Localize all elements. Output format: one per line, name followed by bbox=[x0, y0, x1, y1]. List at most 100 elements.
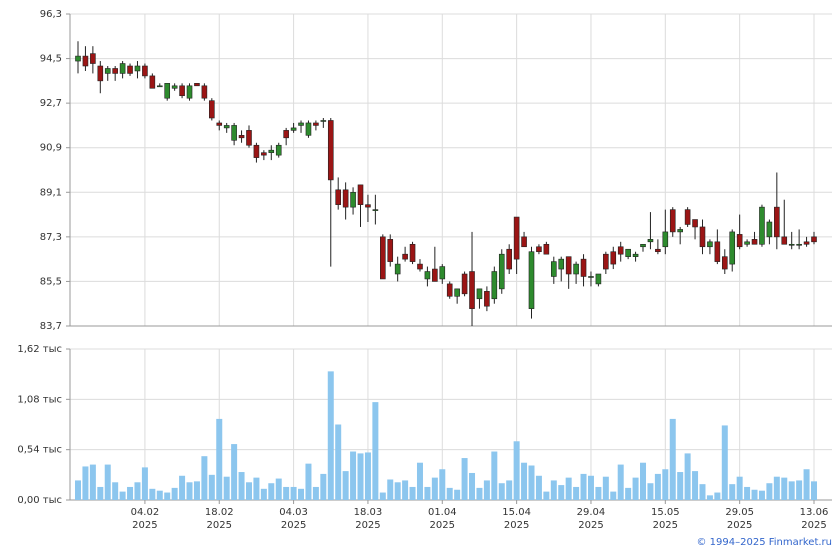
candle-body bbox=[476, 288, 483, 300]
candle-body bbox=[640, 243, 646, 248]
volume-bar bbox=[335, 424, 342, 500]
candle-body bbox=[75, 55, 81, 62]
volume-bar bbox=[127, 486, 134, 500]
x-tick-label: 18.02 2025 bbox=[205, 507, 234, 531]
x-tick-label: 13.06 2025 bbox=[800, 507, 829, 531]
candle-body bbox=[186, 85, 193, 99]
candle-body bbox=[231, 125, 237, 141]
candle-body bbox=[216, 122, 223, 126]
volume-bar bbox=[521, 462, 528, 500]
candle-body bbox=[238, 135, 245, 139]
candle-body bbox=[513, 216, 520, 260]
volume-bar bbox=[587, 475, 594, 500]
candle-body bbox=[432, 268, 438, 282]
volume-bar bbox=[565, 477, 572, 500]
y-tick-label: 1,62 тыс bbox=[17, 344, 62, 355]
source: © 1994–2025 Finmarket.ru bbox=[696, 537, 832, 548]
volume-bar bbox=[75, 480, 81, 500]
volume-bar bbox=[506, 480, 513, 500]
volume-bar bbox=[677, 472, 684, 500]
volume-bar bbox=[82, 466, 89, 500]
volume-bar bbox=[773, 476, 780, 500]
volume-bar bbox=[439, 469, 446, 500]
volume-bar bbox=[483, 480, 490, 500]
volume-bar bbox=[275, 478, 282, 500]
candle-body bbox=[684, 209, 691, 225]
volume-bar bbox=[811, 481, 817, 500]
y-tick-label: 85,5 bbox=[40, 276, 62, 287]
volume-bar bbox=[469, 472, 476, 500]
candle-body bbox=[536, 246, 542, 253]
volume-bar bbox=[387, 479, 394, 500]
volume-bar bbox=[714, 492, 721, 500]
volume-bar bbox=[617, 464, 624, 500]
volume-bar bbox=[416, 462, 423, 500]
volume-bar bbox=[461, 458, 468, 500]
volume-bar bbox=[409, 486, 416, 500]
candle-body bbox=[595, 273, 602, 285]
candle-body bbox=[550, 261, 557, 277]
volume-bar bbox=[662, 469, 669, 500]
volume-bar bbox=[201, 456, 208, 500]
volume-bar bbox=[602, 476, 609, 500]
volume-bar bbox=[372, 402, 379, 500]
volume-bar bbox=[744, 486, 751, 500]
candle-body bbox=[142, 65, 148, 77]
candle-body bbox=[268, 149, 275, 153]
candle-body bbox=[82, 55, 89, 67]
volume-bar bbox=[357, 453, 364, 500]
candle-body bbox=[149, 75, 156, 89]
volume-bar bbox=[699, 484, 706, 500]
candle-body bbox=[811, 236, 817, 243]
candle-body bbox=[543, 243, 550, 255]
candle-body bbox=[721, 256, 728, 270]
candle-body bbox=[573, 263, 579, 275]
candle-body bbox=[565, 256, 572, 275]
candle-body bbox=[506, 248, 512, 270]
x-tick-label: 15.05 2025 bbox=[651, 507, 680, 531]
candle-body bbox=[610, 251, 617, 265]
volume-bar bbox=[632, 477, 639, 500]
volume-bar bbox=[320, 473, 327, 500]
volume-bar bbox=[164, 492, 171, 500]
candle-body bbox=[617, 246, 624, 255]
volume-bar bbox=[350, 451, 357, 500]
candle-body bbox=[134, 65, 141, 72]
candle-body bbox=[246, 130, 252, 146]
volume-bar bbox=[104, 464, 111, 500]
candle-body bbox=[402, 253, 408, 260]
volume-bar bbox=[543, 491, 550, 500]
candle-body bbox=[209, 100, 215, 119]
volume-bar bbox=[781, 477, 788, 500]
volume-bar bbox=[223, 476, 230, 500]
volume-bar bbox=[141, 467, 148, 500]
candle-body bbox=[603, 253, 609, 270]
candle-body bbox=[498, 253, 505, 290]
candle-body bbox=[261, 152, 267, 156]
volume-bar bbox=[535, 475, 542, 500]
candle-body bbox=[112, 68, 118, 74]
candle-body bbox=[424, 271, 431, 280]
candle-body bbox=[669, 209, 676, 233]
candle-body bbox=[253, 144, 260, 158]
volume-bar bbox=[283, 486, 290, 500]
y-tick-label: 90,9 bbox=[40, 143, 62, 154]
volume-bar bbox=[736, 476, 743, 500]
candle-body bbox=[580, 258, 587, 277]
candle-body bbox=[655, 248, 661, 253]
candle-body bbox=[171, 85, 178, 89]
candle-body bbox=[290, 127, 297, 131]
volume-bar bbox=[491, 451, 498, 500]
candle-body bbox=[298, 122, 304, 126]
candle-body bbox=[751, 239, 758, 245]
candle-body bbox=[394, 263, 401, 275]
candle-body bbox=[156, 85, 163, 88]
volume-bar bbox=[179, 475, 186, 500]
y-tick-label: 87,3 bbox=[40, 232, 62, 243]
candle-body bbox=[223, 125, 230, 129]
volume-bar bbox=[684, 453, 691, 500]
x-tick-label: 04.03 2025 bbox=[279, 507, 308, 531]
volume-bar bbox=[528, 465, 535, 500]
candle-body bbox=[766, 221, 773, 238]
